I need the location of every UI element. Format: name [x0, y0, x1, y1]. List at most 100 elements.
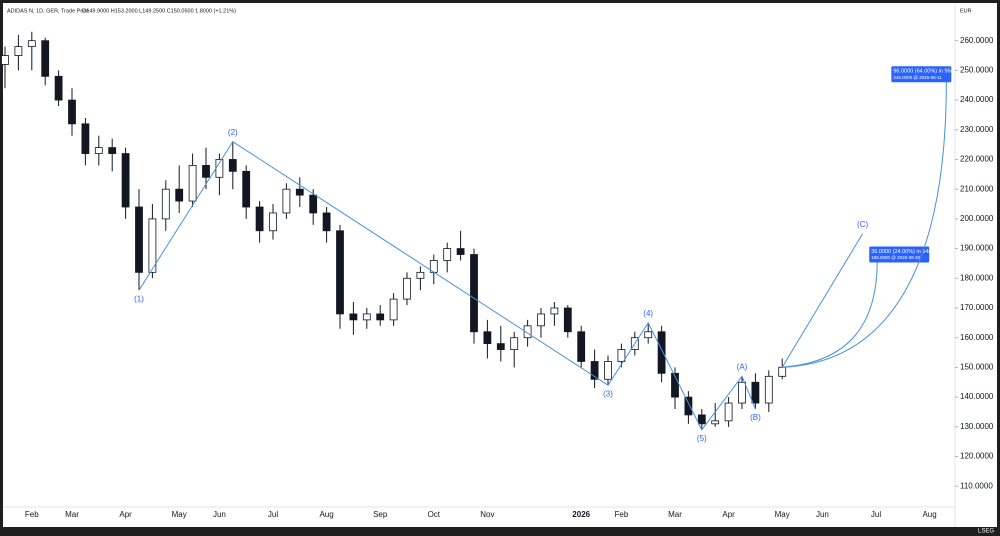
y-tick-label: 160.0000: [960, 333, 994, 342]
candle-body: [644, 331, 653, 339]
y-tick-label: 230.0000: [960, 125, 994, 134]
chart-title: ADIDAS N, 1D, GER, Trade Price: [7, 8, 89, 14]
wave-label: (C): [857, 220, 868, 229]
source-logo: LSEG: [978, 529, 994, 535]
candle-body: [563, 307, 572, 333]
x-tick-label: Jun: [816, 510, 829, 519]
x-tick-label: Feb: [25, 510, 39, 519]
x-tick-label: Aug: [319, 510, 333, 519]
x-tick-label: Nov: [480, 510, 494, 519]
y-tick-label: 180.0000: [960, 273, 994, 282]
candle-body: [14, 46, 23, 56]
ohlc-summary: O149.9000 H153.2000 L149.2500 C150.0500 …: [82, 8, 236, 14]
candle-body: [590, 361, 599, 380]
candle-body: [389, 298, 398, 321]
candle-body: [764, 375, 773, 404]
currency: EUR: [960, 8, 972, 14]
candle-body: [657, 331, 666, 374]
projection-change: 36.0000 (24.00%) in 54d: [871, 249, 931, 255]
wave-label: (3): [603, 389, 613, 398]
candle-body: [68, 99, 76, 125]
candle-body: [322, 212, 331, 232]
y-tick-label: 220.0000: [960, 155, 994, 164]
y-tick-label: 190.0000: [960, 244, 994, 253]
candle-body: [94, 147, 103, 154]
x-tick-label: Sep: [373, 510, 388, 519]
projection-change: 96.0000 (64.00%) in 96d: [893, 69, 953, 75]
x-tick-label: Jun: [213, 510, 226, 519]
x-tick-label: Jul: [268, 510, 278, 519]
x-tick-label: Mar: [668, 510, 682, 519]
wave-label: (4): [643, 309, 653, 318]
candle-body: [161, 188, 170, 220]
candle-body: [349, 313, 358, 321]
y-tick-label: 140.0000: [960, 392, 994, 401]
x-tick-label: Aug: [922, 510, 936, 519]
candle-body: [108, 147, 117, 154]
candle-body: [403, 277, 411, 300]
chart-area: [3, 3, 997, 527]
candle-body: [188, 165, 197, 202]
wave-label: (A): [737, 362, 748, 371]
candle-body: [577, 331, 586, 362]
candle-body: [470, 254, 478, 333]
candle-body: [550, 307, 559, 315]
candle-body: [362, 313, 371, 321]
candle-body: [135, 206, 143, 273]
candle-body: [202, 165, 210, 178]
wave-label: (B): [750, 413, 761, 422]
candle-body: [496, 343, 505, 350]
projection-box: [869, 246, 930, 263]
x-tick-label: 2026: [572, 510, 590, 519]
x-tick-label: Jul: [871, 510, 881, 519]
y-tick-label: 130.0000: [960, 422, 994, 431]
candle-body: [175, 188, 184, 202]
candle-body: [711, 420, 720, 425]
candle-body: [295, 188, 304, 196]
y-tick-label: 260.0000: [960, 36, 994, 45]
candle-body: [27, 40, 36, 48]
candle-body: [778, 366, 787, 377]
candle-body: [738, 381, 746, 404]
y-tick-label: 170.0000: [960, 303, 994, 312]
candle-body: [228, 159, 237, 172]
candle-body: [751, 381, 760, 404]
y-tick-label: 110.0000: [960, 481, 993, 490]
x-tick-label: Apr: [722, 510, 735, 519]
projection-target: 246.0000 @ 2026-08-11: [893, 75, 942, 80]
candle-body: [604, 361, 612, 380]
wave-line: [781, 233, 864, 368]
x-tick-label: Apr: [119, 510, 132, 519]
candle-body: [269, 212, 277, 232]
candle-body: [336, 230, 344, 315]
wave-label: (2): [228, 128, 238, 137]
footer: [0, 527, 1000, 536]
candle-body: [54, 75, 63, 101]
candle-body: [537, 313, 545, 327]
candle-body: [671, 372, 679, 398]
candle-body: [282, 188, 291, 214]
x-tick-label: Feb: [615, 510, 629, 519]
candle-body: [443, 248, 452, 261]
candle-body: [121, 153, 130, 208]
candle-body: [456, 248, 465, 255]
candle-body: [41, 40, 50, 77]
x-tick-label: Mar: [65, 510, 79, 519]
candle-body: [416, 271, 425, 279]
wave-label: (5): [697, 434, 707, 443]
x-tick-label: Oct: [428, 510, 441, 519]
projection-box: [891, 66, 952, 83]
candle-body: [255, 206, 264, 232]
candle-body: [81, 123, 90, 154]
candle-body: [684, 396, 693, 416]
x-tick-label: May: [172, 510, 187, 519]
candle-body: [617, 349, 626, 362]
y-tick-label: 210.0000: [960, 184, 994, 193]
candle-body: [483, 331, 492, 345]
candle-body: [724, 402, 733, 422]
projection-curve: [782, 82, 947, 368]
candle-body: [697, 414, 706, 425]
x-tick-label: May: [775, 510, 790, 519]
y-tick-label: 150.0000: [960, 363, 994, 372]
